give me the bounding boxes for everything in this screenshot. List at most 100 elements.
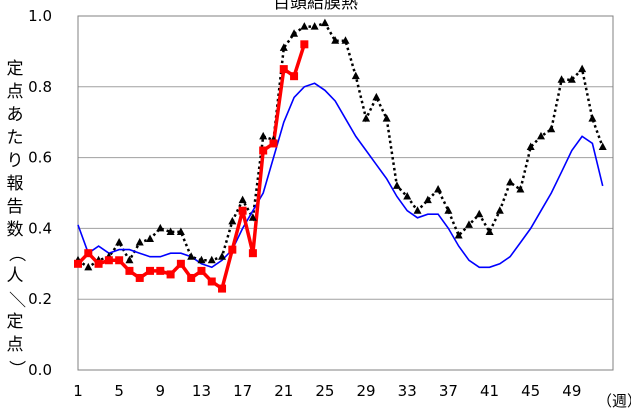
- square-marker: [135, 273, 144, 282]
- triangle-marker: [238, 195, 247, 204]
- triangle-marker: [382, 114, 391, 122]
- x-tick-label: 29: [357, 382, 376, 400]
- triangle-marker: [444, 206, 453, 214]
- series-lines: [76, 21, 604, 291]
- y-axis-title-char: （: [5, 245, 26, 262]
- triangle-marker: [516, 184, 525, 193]
- triangle-marker: [578, 64, 587, 73]
- y-axis-title-char: り: [6, 151, 24, 171]
- triangle-marker: [84, 262, 93, 271]
- y-axis-title-char: 定: [6, 312, 24, 332]
- y-axis-title-char: 定: [6, 59, 24, 79]
- x-tick-label: 45: [521, 382, 540, 400]
- x-tick-label: 13: [192, 382, 211, 400]
- square-marker: [115, 256, 124, 265]
- triangle-marker: [557, 75, 566, 83]
- x-tick-label: 37: [439, 382, 458, 400]
- square-marker: [84, 249, 93, 258]
- x-axis-title: （週）: [597, 392, 631, 410]
- square-marker: [197, 266, 206, 275]
- triangle-marker: [115, 238, 124, 246]
- x-tick-label: 21: [274, 382, 293, 400]
- triangle-marker: [207, 255, 216, 264]
- square-marker: [259, 146, 268, 155]
- square-marker: [290, 72, 299, 81]
- triangle-marker: [156, 223, 165, 232]
- x-tick-label: 33: [398, 382, 417, 400]
- square-marker: [94, 259, 103, 268]
- square-marker: [248, 249, 257, 258]
- series-line-blue: [77, 82, 604, 269]
- triangle-marker: [536, 131, 545, 140]
- y-axis-title-char: た: [6, 128, 24, 148]
- y-axis-title-char: 点: [6, 82, 24, 102]
- square-marker: [125, 266, 134, 275]
- triangle-marker: [567, 75, 576, 83]
- triangle-marker: [475, 209, 484, 218]
- y-tick-label: 0.6: [28, 149, 52, 167]
- triangle-marker: [187, 252, 196, 260]
- triangle-marker: [413, 206, 422, 214]
- y-tick-label: 0.0: [28, 361, 52, 379]
- square-marker: [187, 273, 196, 282]
- triangle-marker: [547, 124, 556, 133]
- triangle-marker: [135, 238, 144, 246]
- triangle-marker: [362, 114, 371, 122]
- plot-area-border: [77, 15, 614, 371]
- y-tick-label: 1.0: [28, 7, 52, 25]
- y-tick-label: 0.2: [28, 290, 52, 308]
- y-axis-title: 定点あたり報告数（人／定点）: [4, 58, 26, 380]
- triangle-marker: [218, 252, 227, 260]
- triangle-marker: [320, 18, 329, 27]
- triangle-marker: [310, 22, 319, 30]
- y-axis-title-char: あ: [6, 105, 24, 125]
- triangle-marker: [526, 142, 535, 150]
- triangle-marker: [228, 216, 237, 225]
- y-axis-title-char: ）: [5, 360, 26, 377]
- x-tick-label: 1: [73, 382, 83, 400]
- triangle-marker: [125, 255, 134, 264]
- triangle-marker: [403, 192, 412, 200]
- x-tick-label: 9: [156, 382, 166, 400]
- square-marker: [104, 256, 113, 265]
- triangle-marker: [351, 71, 360, 80]
- y-axis: 0.0 0.2 0.4 0.6 0.8 1.0: [28, 7, 52, 379]
- square-marker: [176, 259, 185, 268]
- triangle-marker: [588, 114, 597, 122]
- triangle-marker: [495, 206, 504, 214]
- square-marker: [300, 40, 309, 49]
- square-marker: [156, 266, 165, 275]
- x-tick-label: 5: [114, 382, 124, 400]
- triangle-marker: [259, 131, 268, 140]
- y-tick-label: 0.8: [28, 78, 52, 96]
- square-marker: [279, 65, 288, 74]
- triangle-marker: [372, 92, 381, 101]
- square-marker: [269, 139, 278, 148]
- square-marker: [218, 284, 227, 293]
- triangle-marker: [506, 177, 515, 186]
- y-axis-title-char: 告: [6, 197, 24, 217]
- series-markers: [74, 18, 607, 293]
- triangle-marker: [166, 227, 175, 235]
- square-marker: [207, 277, 216, 286]
- triangle-marker: [464, 220, 473, 228]
- square-marker: [146, 266, 155, 275]
- triangle-marker: [434, 184, 443, 193]
- triangle-marker: [598, 142, 607, 150]
- triangle-marker: [341, 36, 350, 44]
- triangle-marker: [279, 43, 288, 51]
- square-marker: [74, 259, 82, 268]
- triangle-marker: [485, 227, 494, 235]
- y-axis-title-char: 人: [6, 266, 24, 286]
- x-tick-label: 49: [562, 382, 581, 400]
- triangle-marker: [331, 36, 340, 44]
- triangle-marker: [290, 29, 299, 37]
- y-tick-label: 0.4: [28, 219, 52, 237]
- x-tick-label: 41: [480, 382, 499, 400]
- y-axis-title-char: 数: [6, 220, 24, 240]
- triangle-marker: [300, 22, 309, 30]
- triangle-marker: [454, 230, 463, 239]
- square-marker: [228, 245, 237, 254]
- chart-title: 百頭結膜熱: [273, 0, 358, 13]
